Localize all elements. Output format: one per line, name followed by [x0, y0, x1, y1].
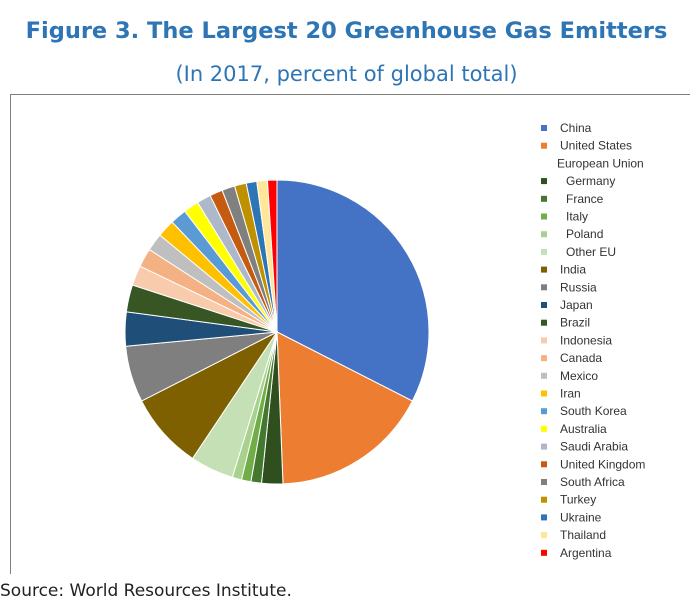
legend-label-china: China [560, 121, 592, 135]
legend-label-turkey: Turkey [560, 493, 596, 507]
legend-label-brazil: Brazil [560, 316, 590, 330]
legend-marker-germany [541, 178, 547, 185]
legend-marker-canada [541, 355, 547, 362]
legend-marker-indonesia [541, 337, 547, 344]
figure-subtitle: (In 2017, percent of global total) [175, 62, 518, 86]
legend-marker-south-africa [541, 479, 547, 485]
legend-label-united-states: United States [560, 139, 632, 153]
slice-argentina [266, 179, 278, 333]
slice-china [276, 179, 430, 402]
legend-label-saudi-arabia: Saudi Arabia [560, 440, 628, 454]
legend-marker-other-eu [541, 248, 547, 255]
legend-label-poland: Poland [566, 227, 603, 241]
legend-label-thailand: Thailand [560, 528, 606, 542]
legend-marker-china [541, 125, 547, 131]
legend-marker-argentina [541, 549, 547, 556]
legend-label-mexico: Mexico [560, 369, 598, 383]
legend: China United States European Union Germany F… [541, 121, 645, 560]
figure-title: Figure 3. The Largest 20 Greenhouse Gas … [25, 18, 668, 44]
legend-marker-united-kingdom [541, 461, 547, 468]
legend-marker-united-states [541, 142, 547, 149]
legend-marker-mexico [541, 372, 547, 379]
legend-label-south-korea: South Korea [560, 404, 627, 418]
chart-frame [10, 94, 690, 574]
legend-marker-brazil [541, 319, 547, 326]
eu-group-label: EU [289, 482, 317, 504]
legend-label-other-eu: Other EU [566, 245, 616, 259]
legend-label-south-africa: South Africa [560, 475, 625, 489]
legend-marker-poland [541, 231, 547, 238]
legend-marker-ukraine [541, 514, 547, 521]
slice-united-states [276, 331, 414, 485]
legend-label-european-union: European Union [557, 156, 644, 170]
legend-marker-india [541, 266, 547, 273]
legend-marker-japan [541, 302, 547, 308]
legend-marker-saudi-arabia [541, 443, 547, 450]
legend-label-australia: Australia [560, 422, 607, 436]
source-note: Source: World Resources Institute. [0, 581, 292, 601]
legend-label-canada: Canada [560, 351, 602, 365]
legend-marker-thailand [541, 532, 547, 539]
legend-label-argentina: Argentina [560, 546, 612, 560]
legend-label-united-kingdom: United Kingdom [560, 457, 645, 471]
pie-slices [124, 179, 430, 485]
legend-label-italy: Italy [566, 210, 588, 224]
legend-marker-russia [541, 284, 547, 291]
legend-label-germany: Germany [566, 174, 615, 188]
legend-marker-italy [541, 213, 547, 220]
legend-label-ukraine: Ukraine [560, 510, 602, 524]
legend-label-japan: Japan [560, 298, 593, 312]
legend-marker-south-korea [541, 408, 547, 415]
legend-label-iran: Iran [560, 387, 581, 401]
legend-marker-turkey [541, 496, 547, 503]
legend-label-indonesia: Indonesia [560, 333, 612, 347]
legend-marker-australia [541, 425, 547, 432]
legend-label-india: India [560, 263, 586, 277]
legend-label-france: France [566, 192, 604, 206]
legend-label-russia: Russia [560, 280, 597, 294]
legend-marker-france [541, 195, 547, 202]
legend-marker-iran [541, 390, 547, 397]
